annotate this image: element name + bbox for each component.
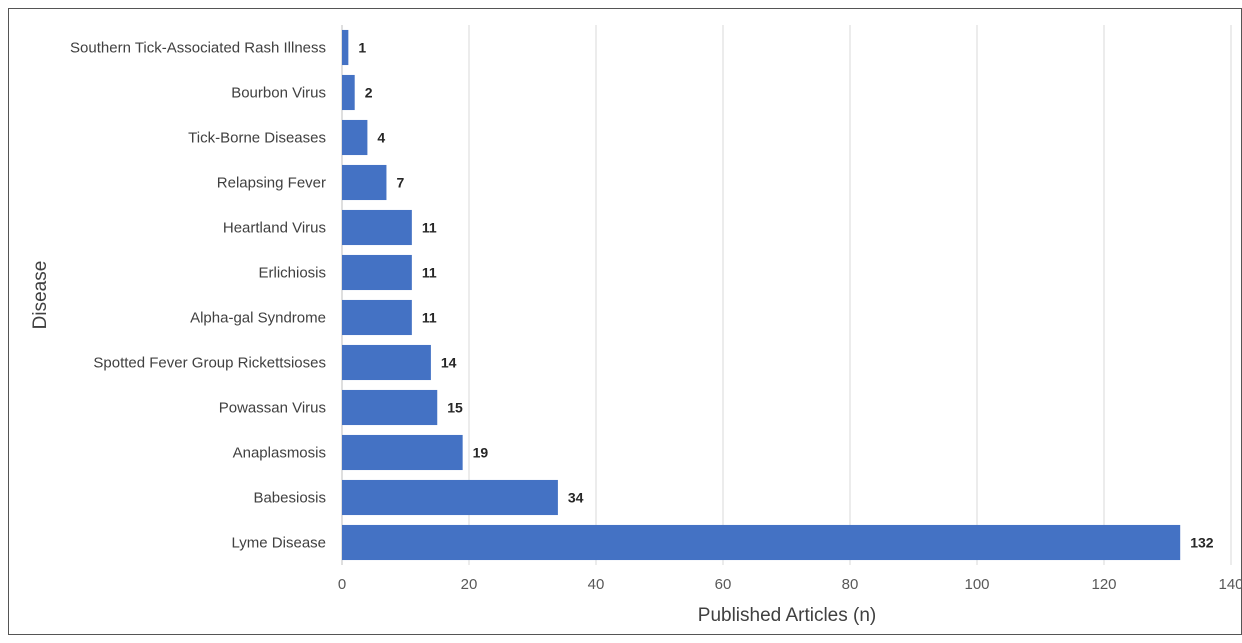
- x-tick-label: 120: [1091, 576, 1116, 593]
- category-label: Tick-Borne Diseases: [188, 130, 326, 147]
- category-label: Relapsing Fever: [217, 175, 326, 192]
- category-label: Lyme Disease: [232, 535, 326, 552]
- data-label: 1: [358, 40, 366, 56]
- bar: [342, 164, 387, 201]
- bar: [342, 389, 438, 426]
- category-label: Babesiosis: [253, 490, 326, 507]
- x-axis-title: Published Articles (n): [698, 605, 876, 626]
- data-label: 14: [441, 355, 457, 371]
- bar: [342, 299, 412, 336]
- x-tick-label: 40: [588, 576, 605, 593]
- x-tick-label: 100: [964, 576, 989, 593]
- data-label: 11: [422, 220, 437, 236]
- bar: [342, 74, 355, 111]
- bar: [342, 434, 463, 471]
- bar: [342, 254, 412, 291]
- x-tick-label: 0: [338, 576, 346, 593]
- data-label: 11: [422, 265, 437, 281]
- data-label: 19: [473, 445, 489, 461]
- data-label: 34: [568, 490, 584, 506]
- gridlines: [341, 25, 1232, 565]
- data-label: 11: [422, 310, 437, 326]
- data-labels: 1 2 4 7 11 11 11 14 15 19 34 132: [358, 40, 1213, 551]
- bar: [342, 479, 558, 516]
- bars: [342, 29, 1181, 561]
- data-label: 4: [377, 130, 385, 146]
- bar: [342, 119, 368, 156]
- bar: [342, 524, 1181, 561]
- category-labels: Southern Tick-Associated Rash Illness Bou…: [70, 40, 326, 552]
- bar: [342, 344, 431, 381]
- category-label: Powassan Virus: [219, 400, 326, 417]
- category-label: Bourbon Virus: [231, 85, 326, 102]
- data-label: 2: [365, 85, 373, 101]
- category-label: Spotted Fever Group Rickettsioses: [93, 355, 326, 372]
- x-tick-label: 20: [461, 576, 478, 593]
- x-tick-label: 80: [842, 576, 859, 593]
- y-axis-title: Disease: [30, 261, 51, 330]
- x-tick-labels: 0 20 40 60 80 100 120 140: [338, 576, 1242, 593]
- x-tick-label: 60: [715, 576, 732, 593]
- category-label: Southern Tick-Associated Rash Illness: [70, 40, 326, 57]
- category-label: Alpha-gal Syndrome: [190, 310, 326, 327]
- x-tick-label: 140: [1218, 576, 1242, 593]
- bar: [342, 209, 412, 246]
- bar: [342, 29, 349, 66]
- data-label: 132: [1190, 535, 1214, 551]
- category-label: Anaplasmosis: [233, 445, 326, 462]
- data-label: 7: [396, 175, 404, 191]
- category-label: Erlichiosis: [258, 265, 326, 282]
- data-label: 15: [447, 400, 463, 416]
- category-label: Heartland Virus: [223, 220, 326, 237]
